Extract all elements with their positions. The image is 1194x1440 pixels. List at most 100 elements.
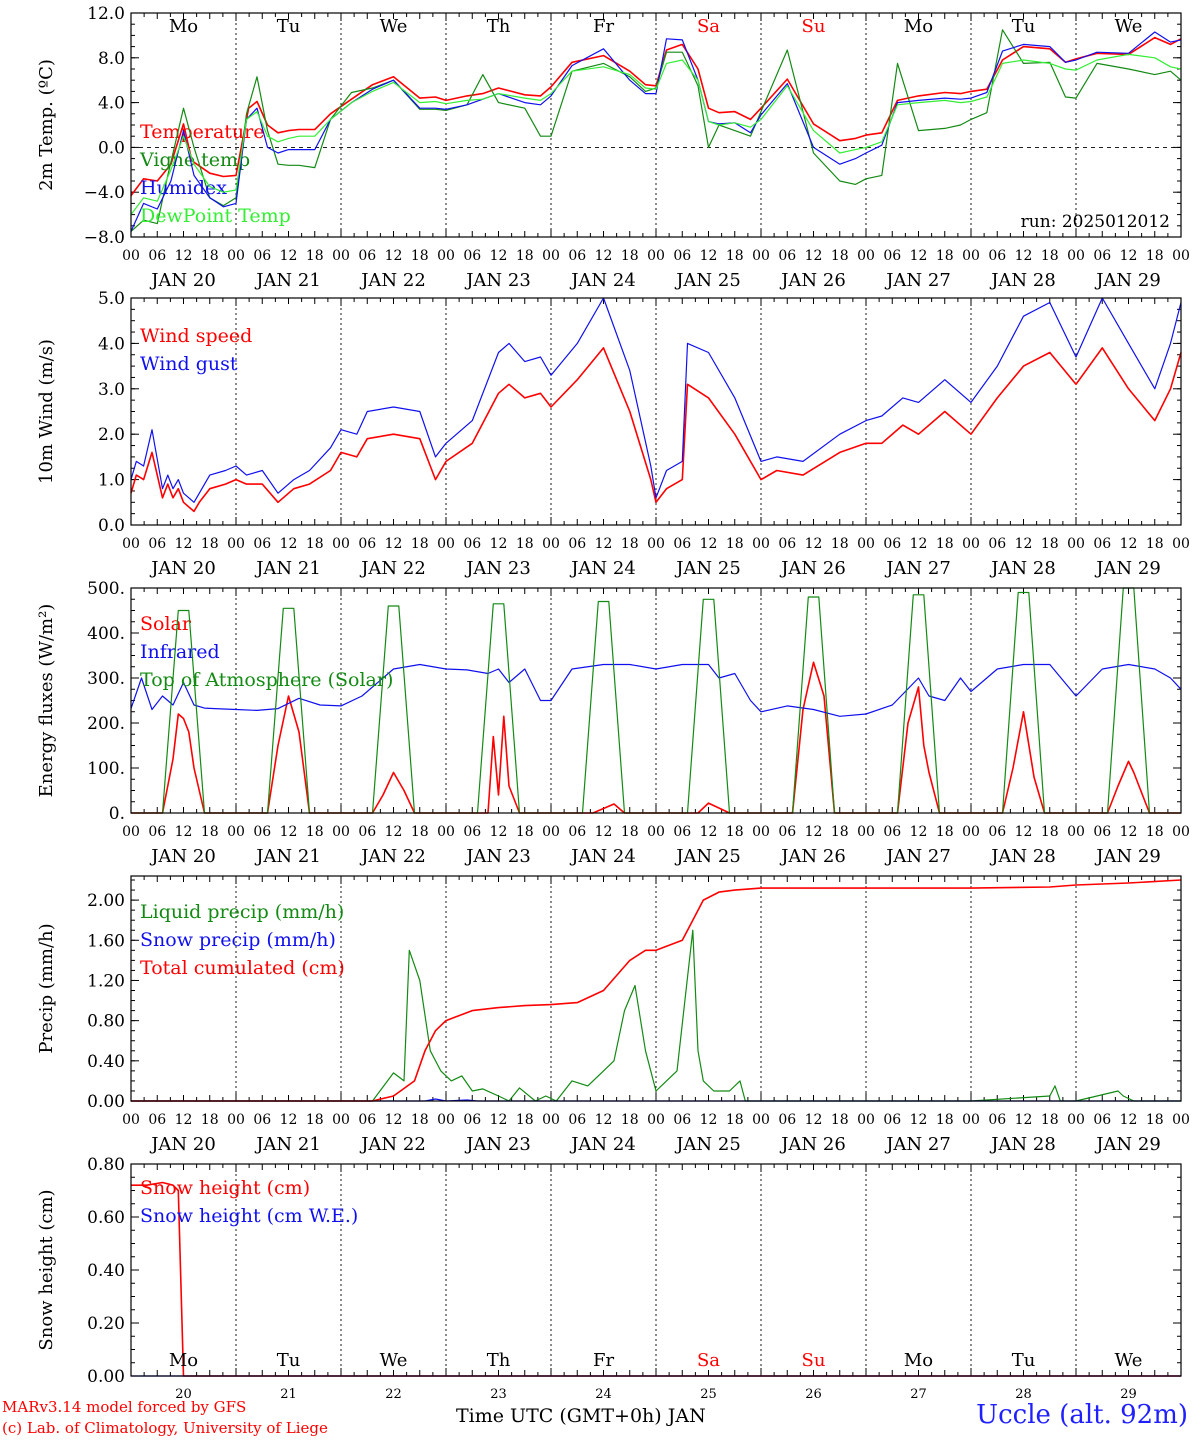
series-line-temperature <box>130 36 1182 197</box>
hour-tick-label: 18 <box>936 248 954 264</box>
y-tick-label: 1.20 <box>87 971 125 991</box>
hour-tick-label: 00 <box>122 536 140 552</box>
hour-tick-label: 12 <box>385 1112 403 1128</box>
legend-entry: Snow precip (mm/h) <box>140 929 336 951</box>
hour-tick-label: 18 <box>1041 248 1059 264</box>
hour-tick-label: 06 <box>988 536 1006 552</box>
date-label: JAN 25 <box>674 558 741 579</box>
hour-tick-label: 12 <box>1015 536 1033 552</box>
hour-tick-label: 00 <box>1067 248 1085 264</box>
hour-tick-label: 18 <box>831 536 849 552</box>
hour-tick-label: 06 <box>463 1112 481 1128</box>
hour-tick-label: 18 <box>516 1112 534 1128</box>
hour-tick-label: 00 <box>752 824 770 840</box>
hour-tick-label: 18 <box>306 1112 324 1128</box>
hour-tick-label: 12 <box>700 1112 718 1128</box>
day-number-label: 21 <box>280 1387 297 1402</box>
hour-tick-label: 00 <box>542 824 560 840</box>
y-axis-title: 10m Wind (m/s) <box>36 339 57 484</box>
hour-tick-label: 00 <box>437 536 455 552</box>
date-label: JAN 21 <box>254 558 321 579</box>
plot-frame <box>130 297 1182 526</box>
hour-tick-label: 12 <box>385 536 403 552</box>
hour-tick-label: 12 <box>175 248 193 264</box>
legend-entry: Top of Atmosphere (Solar) <box>140 669 393 691</box>
hour-tick-label: 00 <box>857 536 875 552</box>
date-label: JAN 29 <box>1094 846 1161 867</box>
hour-tick-label: 12 <box>280 824 298 840</box>
weekday-label: Tu <box>277 1350 301 1371</box>
panel-snow: 0.80 0.60 0.40 0.20 0.00 Snow height (cm) Snow… <box>36 1155 1182 1402</box>
weekday-label: Su <box>802 1350 826 1371</box>
date-label: JAN 27 <box>884 558 951 579</box>
hour-tick-label: 06 <box>883 824 901 840</box>
legend-entry: Humidex <box>140 177 227 199</box>
y-tick-label: 0.0 <box>98 516 125 536</box>
hour-tick-label: 06 <box>778 824 796 840</box>
day-number-label: 25 <box>700 1387 717 1402</box>
date-label: JAN 25 <box>674 270 741 291</box>
plot-frame <box>130 1163 1182 1377</box>
date-label: JAN 26 <box>779 558 846 579</box>
hour-tick-label: 18 <box>726 824 744 840</box>
y-tick-label: 400. <box>87 624 125 644</box>
y-tick-label: 200. <box>87 714 125 734</box>
hour-tick-label: 06 <box>883 1112 901 1128</box>
hour-tick-label: 18 <box>516 536 534 552</box>
y-tick-label: 4.0 <box>98 94 125 114</box>
hour-tick-label: 06 <box>148 1112 166 1128</box>
date-label: JAN 21 <box>254 1134 321 1155</box>
panel-temperature: 12.0 8.0 4.0 0.0 −4.0 −8.0 2m Temp. (ºC) Temper… <box>36 4 1190 291</box>
series-line-liquid-precip-mm-h- <box>131 929 1181 1102</box>
hour-tick-label: 00 <box>437 1112 455 1128</box>
hour-tick-label: 18 <box>1041 1112 1059 1128</box>
series-line-wind-speed <box>130 347 1182 513</box>
weekday-label: We <box>1115 16 1143 37</box>
date-label: JAN 26 <box>779 270 846 291</box>
y-tick-label: 2.0 <box>98 425 125 445</box>
station-label: Uccle (alt. 92m) <box>976 1400 1188 1430</box>
series-line-dewpoint-temp <box>130 53 1182 215</box>
hour-tick-label: 00 <box>962 248 980 264</box>
hour-tick-label: 18 <box>411 248 429 264</box>
hour-tick-label: 06 <box>1093 1112 1111 1128</box>
y-tick-label: 0.00 <box>87 1092 125 1112</box>
day-number-label: 29 <box>1120 1387 1137 1402</box>
hour-tick-label: 18 <box>411 824 429 840</box>
hour-tick-label: 06 <box>1093 824 1111 840</box>
hour-tick-label: 06 <box>253 248 271 264</box>
day-number-label: 24 <box>595 1387 612 1402</box>
hour-tick-label: 12 <box>910 824 928 840</box>
weekday-label: We <box>380 1350 408 1371</box>
date-label: JAN 20 <box>149 1134 216 1155</box>
date-label: JAN 25 <box>674 1134 741 1155</box>
hour-tick-label: 12 <box>805 824 823 840</box>
hour-tick-label: 06 <box>778 1112 796 1128</box>
hour-tick-label: 06 <box>358 824 376 840</box>
weekday-label: Mo <box>904 1350 933 1371</box>
panel-wind: 5.0 4.0 3.0 2.0 1.0 0.0 10m Wind (m/s) Wind spe… <box>36 289 1190 579</box>
hour-tick-label: 00 <box>122 824 140 840</box>
hour-tick-label: 06 <box>673 536 691 552</box>
hour-tick-label: 00 <box>227 824 245 840</box>
hour-tick-label: 00 <box>857 248 875 264</box>
weekday-label: We <box>1115 1350 1143 1371</box>
hour-tick-label: 12 <box>385 248 403 264</box>
hour-tick-label: 00 <box>1067 536 1085 552</box>
hour-tick-label: 00 <box>647 1112 665 1128</box>
weekday-label: Tu <box>1012 1350 1036 1371</box>
series-line-total-cumulated-cm- <box>131 879 1182 1102</box>
date-label: JAN 23 <box>464 846 531 867</box>
hour-tick-label: 18 <box>1146 536 1164 552</box>
hour-tick-label: 00 <box>437 824 455 840</box>
weekday-label: Mo <box>904 16 933 37</box>
hour-tick-label: 06 <box>568 248 586 264</box>
date-label: JAN 26 <box>779 846 846 867</box>
date-label: JAN 23 <box>464 558 531 579</box>
date-label: JAN 22 <box>359 270 426 291</box>
day-number-label: 28 <box>1015 1387 1032 1402</box>
date-label: JAN 28 <box>989 846 1056 867</box>
date-label: JAN 28 <box>989 1134 1056 1155</box>
hour-tick-label: 06 <box>358 1112 376 1128</box>
hour-tick-label: 18 <box>201 248 219 264</box>
